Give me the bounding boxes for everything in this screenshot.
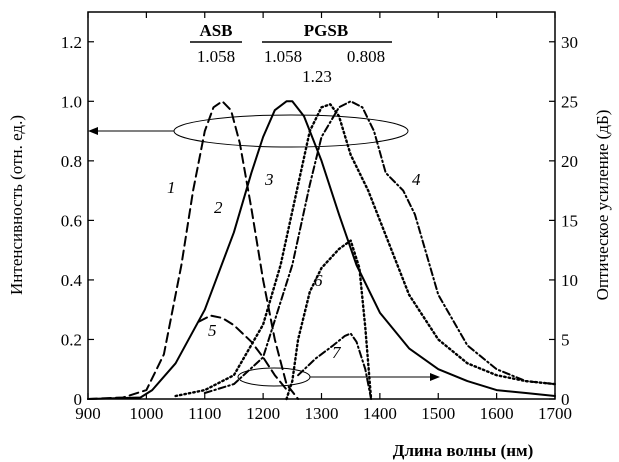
asb-value: 1.058 bbox=[197, 47, 235, 66]
y-left-tick-label: 0.4 bbox=[61, 271, 83, 290]
y-left-tick-label: 0 bbox=[74, 390, 83, 409]
left-axis-arrowhead bbox=[88, 127, 98, 135]
series-5-line bbox=[197, 314, 288, 391]
curve-label-5: 5 bbox=[208, 321, 217, 340]
y-left-tick-label: 1.2 bbox=[61, 33, 82, 52]
right-axis-arrowhead bbox=[430, 373, 440, 381]
y-axis-title-left: Интенсивность (отн. ед.) bbox=[7, 115, 26, 295]
y-right-tick-label: 0 bbox=[561, 390, 570, 409]
y-right-tick-label: 25 bbox=[561, 92, 578, 111]
x-tick-label: 1600 bbox=[480, 404, 514, 423]
x-tick-label: 1200 bbox=[246, 404, 280, 423]
series-6-line bbox=[285, 239, 373, 401]
x-tick-label: 1000 bbox=[129, 404, 163, 423]
curve-label-4: 4 bbox=[412, 170, 421, 189]
pgsb-value-2: 1.23 bbox=[302, 67, 332, 86]
curve-label-1: 1 bbox=[167, 178, 176, 197]
y-right-tick-label: 20 bbox=[561, 152, 578, 171]
left-axis-ellipse bbox=[173, 114, 409, 148]
x-tick-label: 1100 bbox=[188, 404, 221, 423]
y-left-tick-label: 0.8 bbox=[61, 152, 82, 171]
asb-header: ASB bbox=[199, 21, 232, 40]
pgsb-header: PGSB bbox=[304, 21, 348, 40]
y-left-tick-label: 0.6 bbox=[61, 211, 82, 230]
x-tick-label: 1700 bbox=[538, 404, 572, 423]
y-right-tick-label: 5 bbox=[561, 330, 570, 349]
y-right-tick-label: 15 bbox=[561, 211, 578, 230]
x-tick-label: 1400 bbox=[363, 404, 397, 423]
series-2-line bbox=[87, 100, 556, 400]
y-left-tick-label: 1.0 bbox=[61, 92, 82, 111]
series-7-line bbox=[297, 332, 373, 400]
y-left-tick-label: 0.2 bbox=[61, 330, 82, 349]
curve-label-2: 2 bbox=[214, 198, 223, 217]
y-right-tick-label: 30 bbox=[561, 33, 578, 52]
y-axis-title-right: Оптическое усиление (дБ) bbox=[593, 110, 612, 301]
x-axis-title: Длина волны (нм) bbox=[393, 441, 533, 460]
x-tick-label: 900 bbox=[75, 404, 101, 423]
right-axis-ellipse bbox=[237, 367, 311, 387]
pgsb-value-3: 0.808 bbox=[347, 47, 385, 66]
curve-label-7: 7 bbox=[332, 343, 342, 362]
series-3-line bbox=[174, 103, 557, 398]
pgsb-value-1: 1.058 bbox=[264, 47, 302, 66]
x-tick-label: 1300 bbox=[305, 404, 339, 423]
x-tick-label: 1500 bbox=[421, 404, 455, 423]
curve-label-3: 3 bbox=[264, 170, 274, 189]
y-right-tick-label: 10 bbox=[561, 271, 578, 290]
series-1-line bbox=[87, 100, 300, 400]
curve-label-6: 6 bbox=[314, 271, 323, 290]
